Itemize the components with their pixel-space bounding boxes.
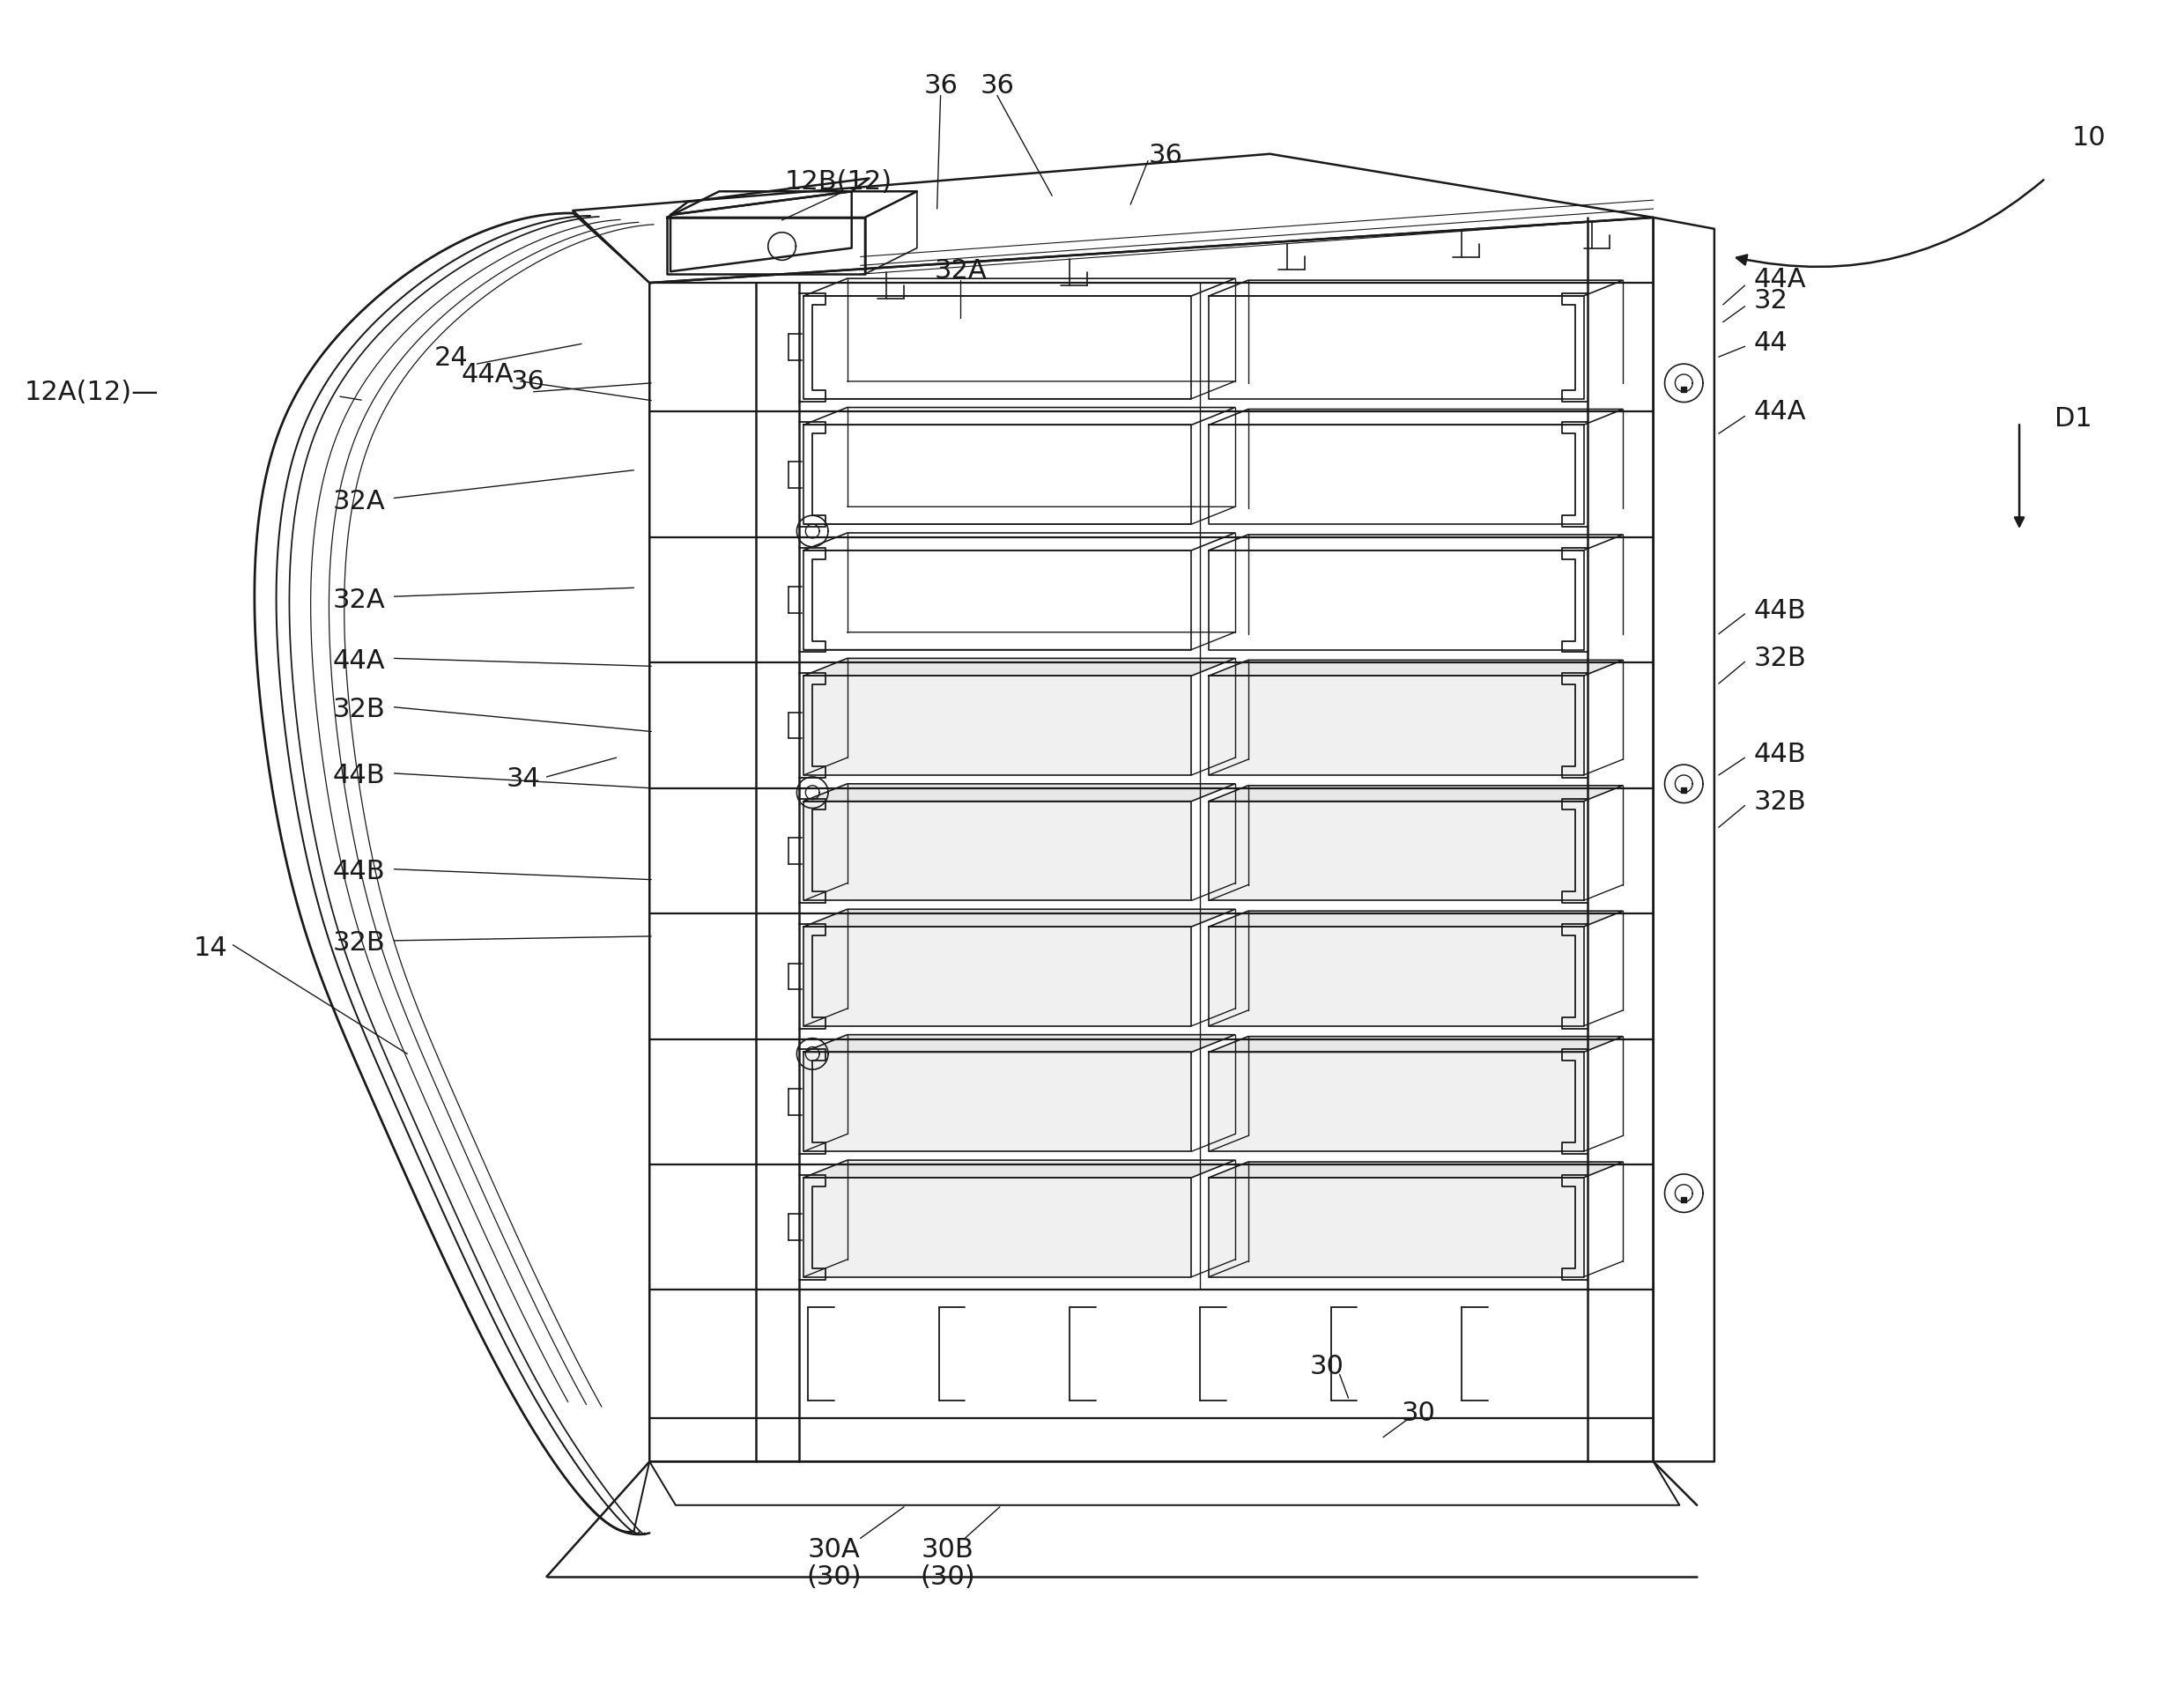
Text: 44A: 44A (1754, 267, 1806, 292)
Polygon shape (1210, 911, 1623, 927)
Polygon shape (804, 1035, 1236, 1052)
Text: 30B: 30B (922, 1537, 974, 1562)
Polygon shape (804, 677, 1192, 775)
Text: 34: 34 (507, 767, 542, 792)
Polygon shape (1210, 677, 1583, 775)
Polygon shape (804, 1178, 1192, 1277)
Text: 14: 14 (194, 935, 227, 960)
Polygon shape (1210, 785, 1623, 802)
Polygon shape (1210, 661, 1623, 677)
Polygon shape (804, 1161, 1236, 1178)
Text: 44A: 44A (1754, 399, 1806, 425)
Polygon shape (804, 784, 1236, 802)
Polygon shape (1210, 1052, 1583, 1151)
Text: 32B: 32B (1754, 646, 1806, 672)
Polygon shape (1210, 1163, 1623, 1178)
Text: 36: 36 (1149, 143, 1182, 168)
Text: 32: 32 (1754, 289, 1789, 314)
Text: 10: 10 (2073, 126, 2105, 151)
Polygon shape (1210, 927, 1583, 1027)
Text: 24: 24 (435, 345, 467, 371)
Text: 12A(12)—: 12A(12)— (24, 379, 159, 405)
Text: 32A: 32A (935, 258, 987, 284)
Text: 44A: 44A (461, 362, 513, 388)
Text: 32B: 32B (332, 697, 387, 722)
Text: 36: 36 (924, 73, 957, 99)
Polygon shape (804, 1052, 1192, 1151)
Text: 36: 36 (981, 73, 1013, 99)
Polygon shape (804, 927, 1192, 1027)
Text: D1: D1 (2055, 406, 2092, 432)
Text: 44B: 44B (332, 763, 387, 789)
Text: 30: 30 (1400, 1401, 1435, 1426)
Text: 44B: 44B (1754, 597, 1806, 622)
Text: 30A: 30A (808, 1537, 860, 1562)
Text: (30): (30) (919, 1564, 974, 1590)
Polygon shape (804, 802, 1192, 901)
Text: 44: 44 (1754, 330, 1789, 355)
Text: 44B: 44B (1754, 741, 1806, 767)
Polygon shape (1210, 1178, 1583, 1277)
Text: (30): (30) (806, 1564, 863, 1590)
Polygon shape (804, 660, 1236, 677)
Text: 12B(12): 12B(12) (784, 168, 893, 194)
Text: 44B: 44B (332, 858, 387, 884)
Polygon shape (1210, 1037, 1623, 1052)
Text: 32A: 32A (332, 488, 387, 513)
Text: 44A: 44A (332, 648, 387, 673)
Text: 30: 30 (1310, 1353, 1343, 1379)
Text: 32B: 32B (332, 930, 387, 955)
Text: 36: 36 (511, 369, 544, 394)
Text: 32B: 32B (1754, 789, 1806, 814)
Text: 32A: 32A (332, 586, 387, 612)
Polygon shape (804, 910, 1236, 926)
Polygon shape (1210, 802, 1583, 901)
